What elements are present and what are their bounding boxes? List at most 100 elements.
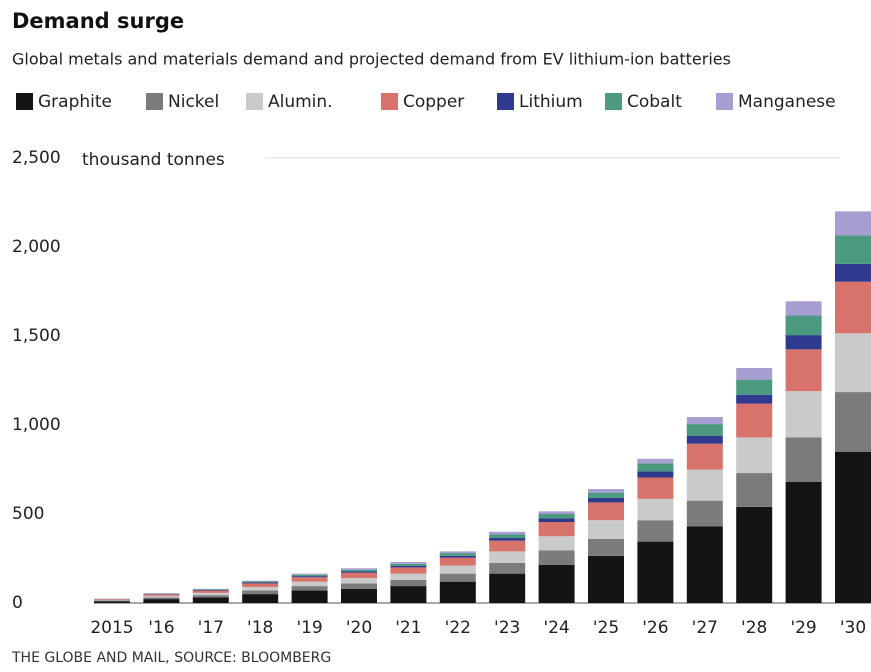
y-tick-label: 0 <box>12 593 23 613</box>
bar-segment <box>390 562 427 564</box>
y-tick-label: 1,500 <box>12 326 61 346</box>
bar-segment <box>538 522 575 537</box>
x-tick-label: 2015 <box>90 618 133 638</box>
x-tick-label: '26 <box>642 618 668 638</box>
bar-segment <box>94 601 130 603</box>
bar-segment <box>835 451 871 603</box>
legend-swatch <box>246 93 263 110</box>
bar-segment <box>835 263 871 282</box>
bar-segment <box>291 573 328 575</box>
x-tick-label: '23 <box>494 618 520 638</box>
bar-segment <box>341 572 377 579</box>
y-tick-label: 1,000 <box>12 415 61 435</box>
bar-segment <box>588 492 624 498</box>
x-tick-label: '25 <box>593 618 619 638</box>
bar-segment <box>341 571 377 573</box>
bar-segment <box>242 594 279 603</box>
bar-segment <box>143 594 180 596</box>
x-tick-label: '18 <box>247 618 273 638</box>
bar-segment <box>835 281 871 334</box>
bar-segment <box>291 586 328 591</box>
chart-title: Demand surge <box>12 9 184 33</box>
x-tick-label: '16 <box>148 618 174 638</box>
legend-label: Alumin. <box>268 92 333 112</box>
bar-segment <box>489 562 526 574</box>
bar-segment <box>489 531 526 535</box>
bar-segment <box>538 514 575 519</box>
bar-segment <box>588 502 624 521</box>
x-tick-label: '20 <box>346 618 372 638</box>
bar-segment <box>94 599 130 601</box>
bar-segment <box>736 506 773 603</box>
y-tick-label: 2,500 <box>12 148 61 168</box>
bar-segment <box>736 368 773 380</box>
bar-segment <box>390 565 427 568</box>
x-tick-label: '29 <box>790 618 816 638</box>
bar-segment <box>538 518 575 523</box>
legend-swatch <box>605 93 622 110</box>
bar-segment <box>637 458 674 464</box>
bar-segment <box>390 573 427 580</box>
bar-segment <box>439 557 476 566</box>
bar-segment <box>835 235 871 264</box>
bar-segment <box>192 590 229 591</box>
bar-segment <box>785 349 822 392</box>
legend-swatch <box>16 93 33 110</box>
legend-swatch <box>146 93 163 110</box>
bar-segment <box>538 550 575 565</box>
bar-segment <box>835 333 871 393</box>
bar-segment <box>439 573 476 582</box>
bar-segment <box>637 498 674 521</box>
bar-segment <box>291 576 328 578</box>
legend-swatch <box>381 93 398 110</box>
bar-segment <box>341 583 377 589</box>
legend-label: Cobalt <box>627 92 682 112</box>
bar-segment <box>341 568 377 570</box>
x-tick-label: '28 <box>741 618 767 638</box>
bar-segment <box>686 416 723 425</box>
bar-segment <box>736 437 773 474</box>
bar-segment <box>686 443 723 470</box>
bar-segment <box>588 497 624 503</box>
bar-segment <box>538 564 575 603</box>
bar-segment <box>291 574 328 577</box>
bar-segment <box>489 538 526 541</box>
x-tick-label: '17 <box>198 618 224 638</box>
x-tick-label: '19 <box>296 618 322 638</box>
bar-segment <box>489 573 526 603</box>
bar-segment <box>390 567 427 574</box>
bar-segment <box>390 563 427 566</box>
bar-segment <box>143 599 180 603</box>
bar-segment <box>686 526 723 603</box>
bar-segment <box>785 335 822 350</box>
bar-segment <box>192 589 229 591</box>
bar-segment <box>637 463 674 472</box>
bar-segment <box>192 588 229 590</box>
x-tick-label: '24 <box>543 618 569 638</box>
bar-segment <box>588 520 624 539</box>
bar-segment <box>341 588 377 603</box>
bar-segment <box>439 555 476 558</box>
bar-segment <box>538 536 575 551</box>
bar-segment <box>736 394 773 404</box>
bar-segment <box>390 586 427 603</box>
bar-segment <box>686 424 723 436</box>
bar-segment <box>341 569 377 572</box>
bar-segment <box>242 583 279 587</box>
bar-segment <box>588 538 624 556</box>
bar-segment <box>242 586 279 591</box>
bar-segment <box>341 578 377 584</box>
y-axis-label: thousand tonnes <box>82 150 225 170</box>
legend-swatch <box>497 93 514 110</box>
chart-subtitle: Global metals and materials demand and p… <box>12 50 731 69</box>
legend-label: Nickel <box>168 92 219 112</box>
bar-segment <box>192 590 229 593</box>
bar-segment <box>637 541 674 603</box>
x-tick-label: '21 <box>395 618 421 638</box>
bar-segment <box>489 551 526 563</box>
source: THE GLOBE AND MAIL, SOURCE: BLOOMBERG <box>11 650 331 666</box>
bar-segment <box>143 597 180 600</box>
bar-segment <box>242 580 279 582</box>
bar-segment <box>192 592 229 596</box>
legend-label: Graphite <box>38 92 112 112</box>
